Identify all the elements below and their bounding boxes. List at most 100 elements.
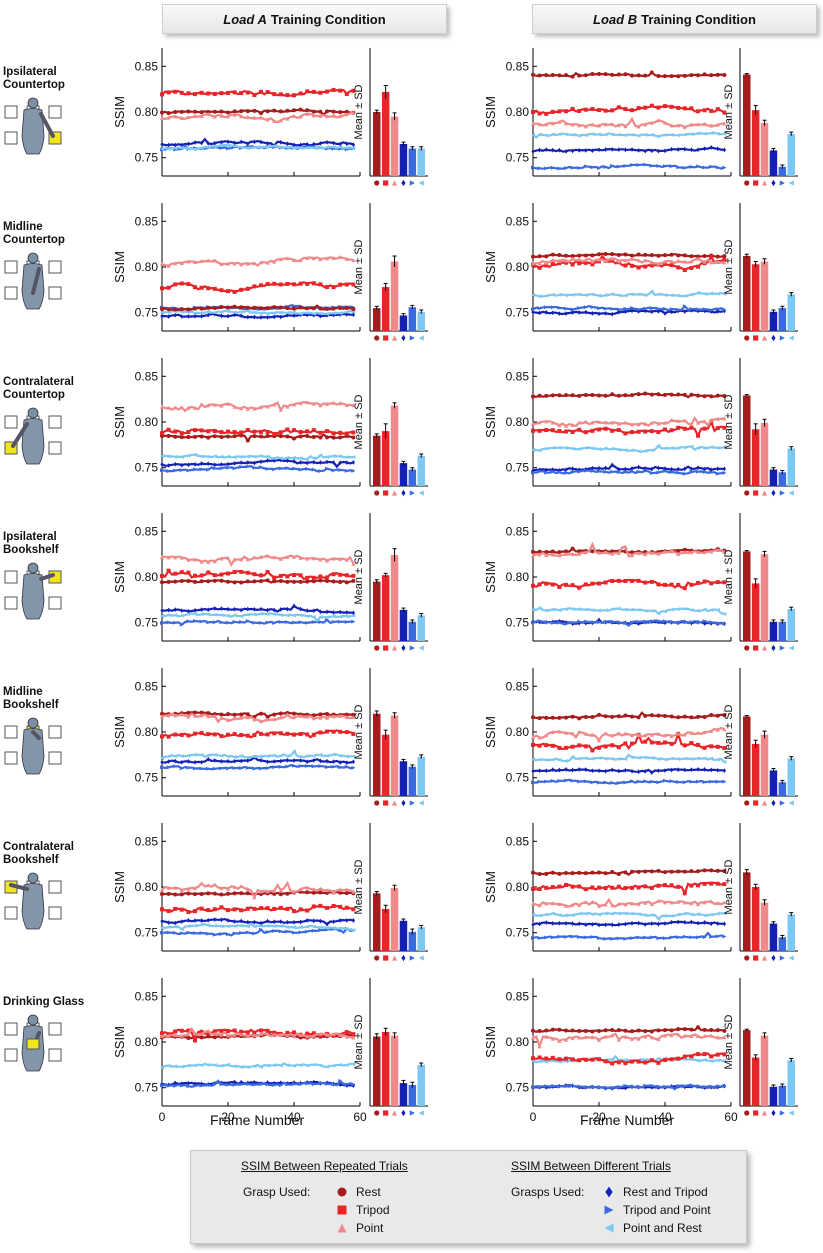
series-point xyxy=(537,265,542,270)
series-point xyxy=(676,1056,681,1061)
series-point xyxy=(239,918,243,924)
series-point xyxy=(696,122,700,127)
series-point xyxy=(338,114,343,119)
series-point xyxy=(272,305,277,310)
series-point xyxy=(226,766,230,771)
series-point xyxy=(551,920,555,926)
row-label-line: Bookshelf xyxy=(3,544,59,556)
series-line xyxy=(161,465,354,473)
series-point xyxy=(557,1038,562,1043)
series-point xyxy=(616,252,621,257)
series-point xyxy=(186,434,191,439)
series-point xyxy=(709,445,714,450)
series-point xyxy=(259,555,263,560)
series-point xyxy=(623,263,628,268)
series-point xyxy=(610,146,614,152)
series-point xyxy=(656,392,661,397)
series-point xyxy=(689,883,694,888)
y-tick-label: 0.80 xyxy=(135,570,159,584)
series-point xyxy=(636,124,641,129)
series-point xyxy=(331,256,336,261)
series-point xyxy=(252,620,257,625)
series-point xyxy=(649,103,654,108)
series-point xyxy=(656,619,661,624)
row-label: Contralateral Bookshelf xyxy=(3,841,95,867)
series-point xyxy=(682,445,687,450)
series-point xyxy=(538,310,542,316)
series-point xyxy=(537,122,542,127)
series-point xyxy=(318,113,323,118)
series-point xyxy=(239,923,244,928)
series-point xyxy=(338,926,343,931)
series-point xyxy=(643,913,648,918)
series-point xyxy=(669,1057,674,1062)
series-point xyxy=(259,920,263,926)
series-point xyxy=(331,1031,336,1036)
series-point xyxy=(583,305,588,310)
series-point xyxy=(160,925,164,930)
series-point xyxy=(709,417,714,422)
series-point xyxy=(531,1056,535,1061)
series-point xyxy=(199,579,204,584)
series-point xyxy=(305,924,310,929)
series-point xyxy=(623,107,628,112)
series-point xyxy=(226,429,230,434)
series-point xyxy=(577,261,582,266)
bar-marker xyxy=(788,645,794,651)
series-point xyxy=(663,259,667,264)
bar-marker xyxy=(409,1110,415,1116)
series-point xyxy=(265,714,270,719)
series-point xyxy=(722,911,727,916)
series-point xyxy=(160,1033,164,1038)
series-point xyxy=(603,426,608,431)
series-point xyxy=(193,618,197,623)
series-point xyxy=(544,1084,548,1090)
series-point xyxy=(325,905,329,910)
series-point xyxy=(285,256,290,261)
series-point xyxy=(709,291,714,296)
series-point xyxy=(219,1028,224,1033)
series-line xyxy=(532,146,725,153)
series-point xyxy=(623,309,627,315)
series-point xyxy=(265,906,270,911)
series-point xyxy=(305,306,310,311)
series-point xyxy=(305,1081,310,1086)
series-point xyxy=(630,1084,634,1089)
series-point xyxy=(663,757,667,762)
y-tick-label: 0.75 xyxy=(506,306,530,320)
series-point xyxy=(265,454,270,459)
series-point xyxy=(583,124,588,129)
series-point xyxy=(696,290,700,295)
series-point xyxy=(219,734,224,739)
person-reach-icon xyxy=(4,407,62,465)
target-box xyxy=(4,596,18,610)
series-point xyxy=(537,166,542,171)
series-point xyxy=(265,144,270,149)
series-point xyxy=(649,901,654,906)
series-point xyxy=(623,1028,628,1033)
bar-plot: Mean ± SD xyxy=(353,668,428,807)
series-point xyxy=(636,133,641,138)
bar-marker xyxy=(744,1110,750,1116)
series-point xyxy=(557,73,562,78)
series-point xyxy=(232,304,237,309)
series-point xyxy=(531,742,535,747)
series-point xyxy=(564,166,568,171)
series-point xyxy=(331,614,336,619)
bar-point xyxy=(760,122,769,176)
series-point xyxy=(338,430,343,435)
series-point xyxy=(557,445,562,450)
series-point xyxy=(538,768,542,774)
series-rest xyxy=(531,711,727,721)
series-point xyxy=(338,401,343,406)
series-point xyxy=(213,606,217,611)
bar-marker xyxy=(744,335,750,341)
series-point xyxy=(630,253,634,258)
series-point xyxy=(318,257,323,262)
series-point xyxy=(709,164,714,169)
series-point xyxy=(292,758,296,763)
series-point xyxy=(226,114,230,119)
series-point xyxy=(570,254,575,259)
series-point xyxy=(616,132,621,137)
series-point xyxy=(531,428,535,433)
